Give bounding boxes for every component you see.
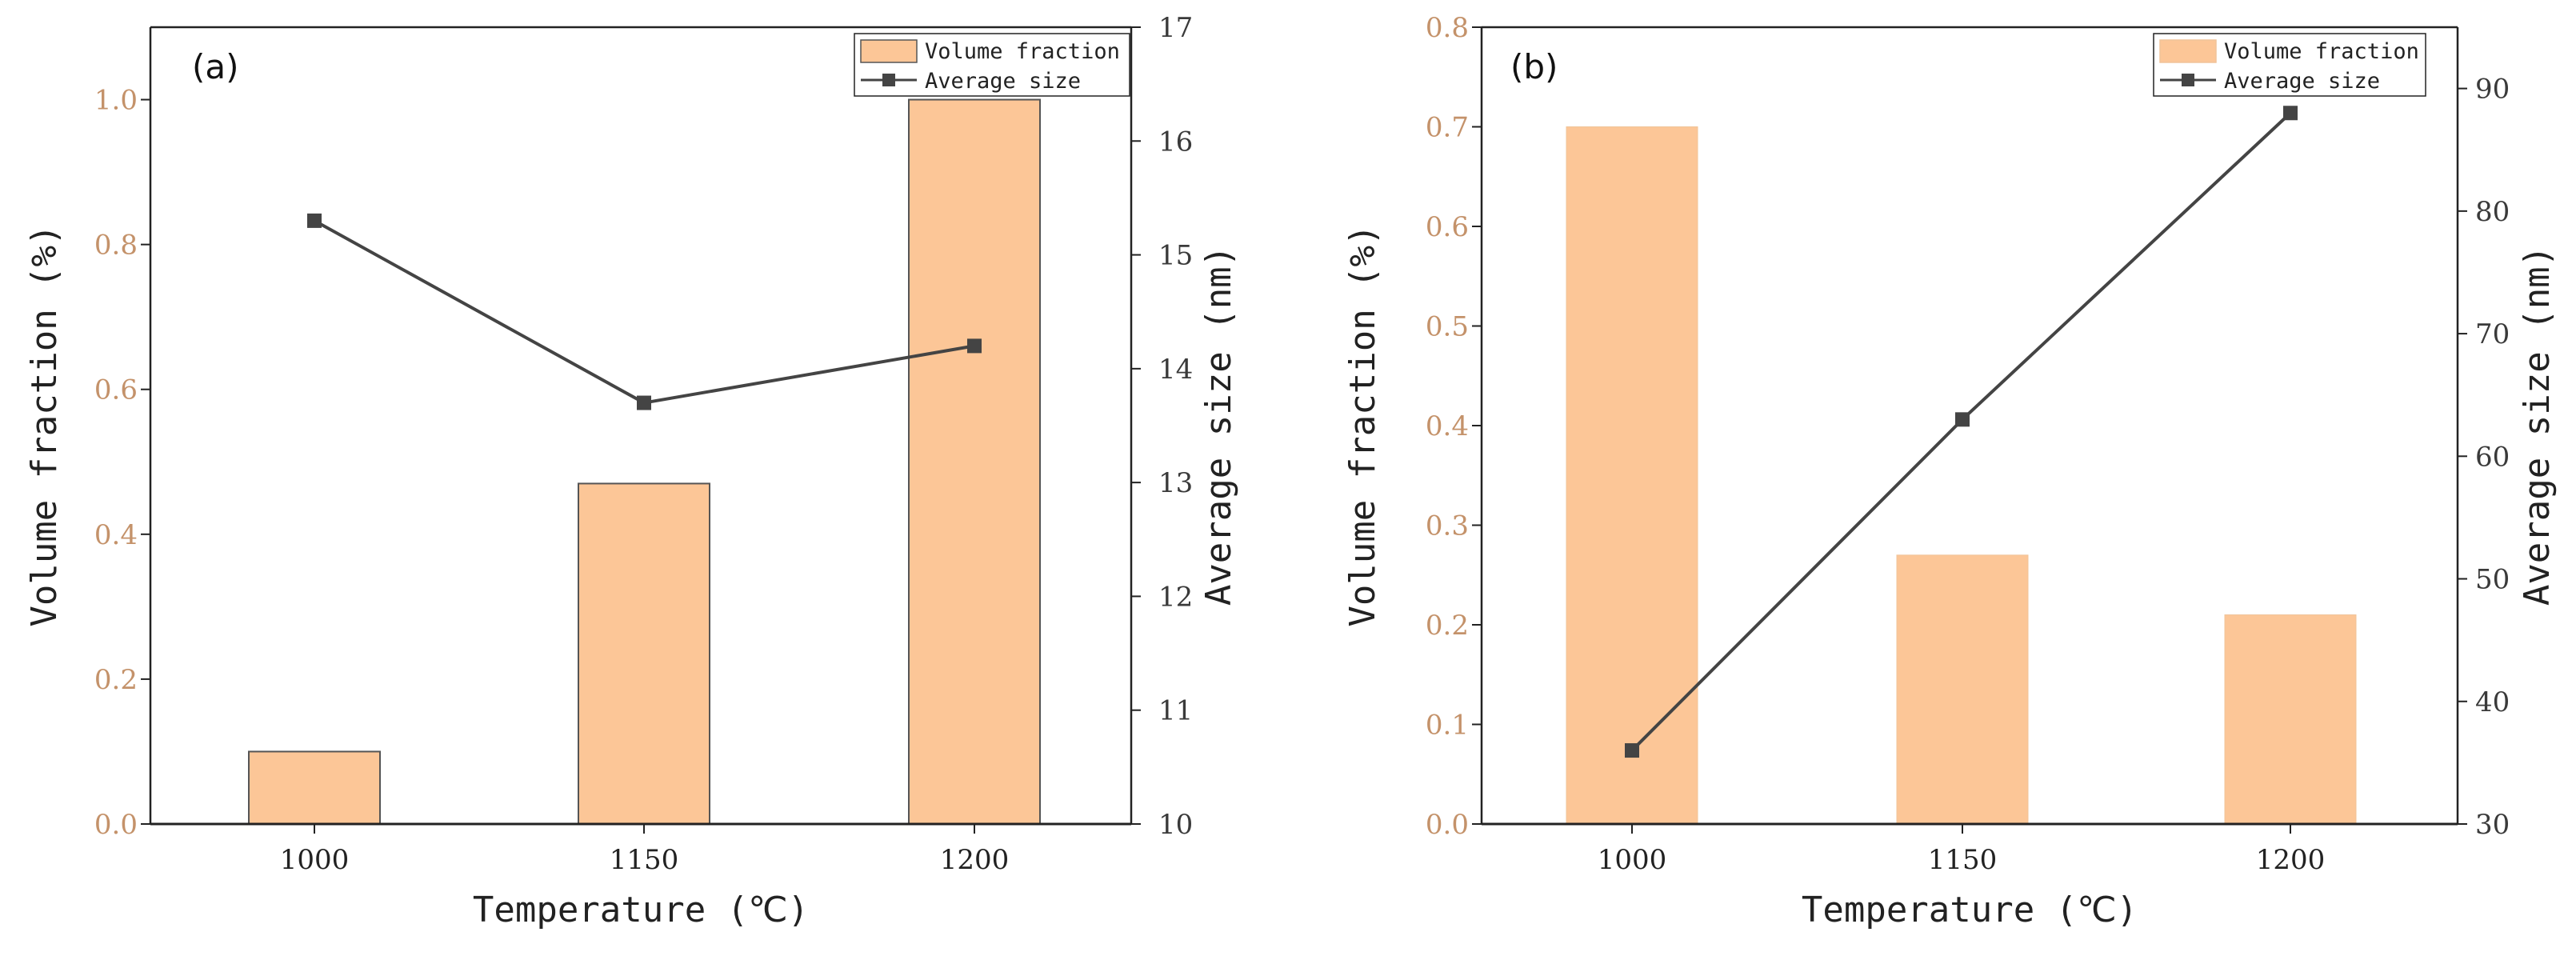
x-axis-label: Temperature (℃) xyxy=(1802,890,2138,930)
y2-tick-label: 17 xyxy=(1158,12,1193,44)
y2-tick-label: 90 xyxy=(2475,74,2510,106)
y-tick-label: 0.1 xyxy=(1426,710,1469,742)
y2-tick-label: 30 xyxy=(2475,809,2510,841)
panel-label: (a) xyxy=(192,47,239,86)
line-point-1150 xyxy=(637,395,651,410)
y2-tick-label: 12 xyxy=(1158,581,1193,613)
y2-axis-label: Average size (nm) xyxy=(2517,246,2558,606)
y-tick-label: 0.3 xyxy=(1426,510,1469,542)
y2-tick-label: 70 xyxy=(2475,318,2510,350)
x-tick-label: 1000 xyxy=(1598,844,1667,876)
y2-axis-label: Average size (nm) xyxy=(1198,246,1239,606)
y-axis-label: Volume fraction (%) xyxy=(1342,224,1383,626)
y-tick-label: 0.5 xyxy=(1426,311,1469,343)
y2-tick-label: 50 xyxy=(2475,564,2510,596)
line-point-1000 xyxy=(1625,743,1639,758)
line-point-1000 xyxy=(307,213,322,228)
line-point-1200 xyxy=(2283,106,2298,121)
y-axis-label: Volume fraction (%) xyxy=(24,224,65,626)
legend-label-volume-fraction: Volume fraction xyxy=(925,39,1120,64)
y-tick-label: 0.7 xyxy=(1426,112,1469,144)
bar-1200 xyxy=(908,98,1041,825)
legend-swatch-volume-fraction xyxy=(2159,39,2217,63)
legend-label-average-size: Average size xyxy=(2224,69,2380,94)
legend-swatch-volume-fraction xyxy=(860,39,918,63)
y2-tick-label: 11 xyxy=(1158,695,1193,727)
legend-label-average-size: Average size xyxy=(925,69,1081,94)
bar-1000 xyxy=(248,750,381,825)
bar-1200 xyxy=(2224,614,2357,825)
x-tick-label: 1200 xyxy=(2256,844,2326,876)
chart-panel-b: 0.0 0.1 0.2 0.3 0.4 0.5 0.6 0.7 0.8 30 40 50 60 70 80 9… xyxy=(1342,12,2558,930)
y-tick-label: 0.6 xyxy=(1426,211,1469,243)
y2-tick-label: 80 xyxy=(2475,196,2510,228)
y2-tick-label: 15 xyxy=(1158,240,1193,272)
x-axis-label: Temperature (℃) xyxy=(473,890,809,930)
x-tick-label: 1000 xyxy=(280,844,350,876)
x-tick-label: 1150 xyxy=(1928,844,1998,876)
chart-panel-a: 0.0 0.2 0.4 0.6 0.8 1.0 10 11 12 13 14 15 16 17 1000 11… xyxy=(24,12,1239,930)
y2-tick-label: 10 xyxy=(1158,809,1193,841)
legend-marker-average-size xyxy=(2182,74,2194,86)
y-tick-label: 0.8 xyxy=(94,230,138,262)
y2-tick-label: 40 xyxy=(2475,686,2510,718)
y2-tick-label: 14 xyxy=(1158,354,1193,386)
legend-marker-average-size xyxy=(882,74,895,86)
y-tick-label: 0.6 xyxy=(94,374,138,406)
y2-tick-label: 60 xyxy=(2475,441,2510,473)
y-tick-label: 0.2 xyxy=(94,664,138,696)
y2-tick-label: 13 xyxy=(1158,467,1193,499)
y2-tick-label: 16 xyxy=(1158,126,1193,158)
y-tick-label: 0.0 xyxy=(1426,809,1469,841)
panel-label: (b) xyxy=(1510,47,1558,86)
y-tick-label: 0.8 xyxy=(1426,12,1469,44)
x-tick-label: 1200 xyxy=(940,844,1010,876)
bar-1150 xyxy=(578,482,710,825)
line-point-1200 xyxy=(967,338,982,354)
y-tick-label: 0.0 xyxy=(94,809,138,841)
y-tick-label: 1.0 xyxy=(94,85,138,117)
bar-1150 xyxy=(1896,554,2029,825)
line-point-1150 xyxy=(1955,412,1970,427)
y-tick-label: 0.4 xyxy=(94,519,138,551)
x-tick-label: 1150 xyxy=(610,844,679,876)
bar-1000 xyxy=(1566,126,1698,825)
legend-label-volume-fraction: Volume fraction xyxy=(2224,39,2419,64)
y-tick-label: 0.2 xyxy=(1426,610,1469,642)
y-tick-label: 0.4 xyxy=(1426,410,1469,442)
